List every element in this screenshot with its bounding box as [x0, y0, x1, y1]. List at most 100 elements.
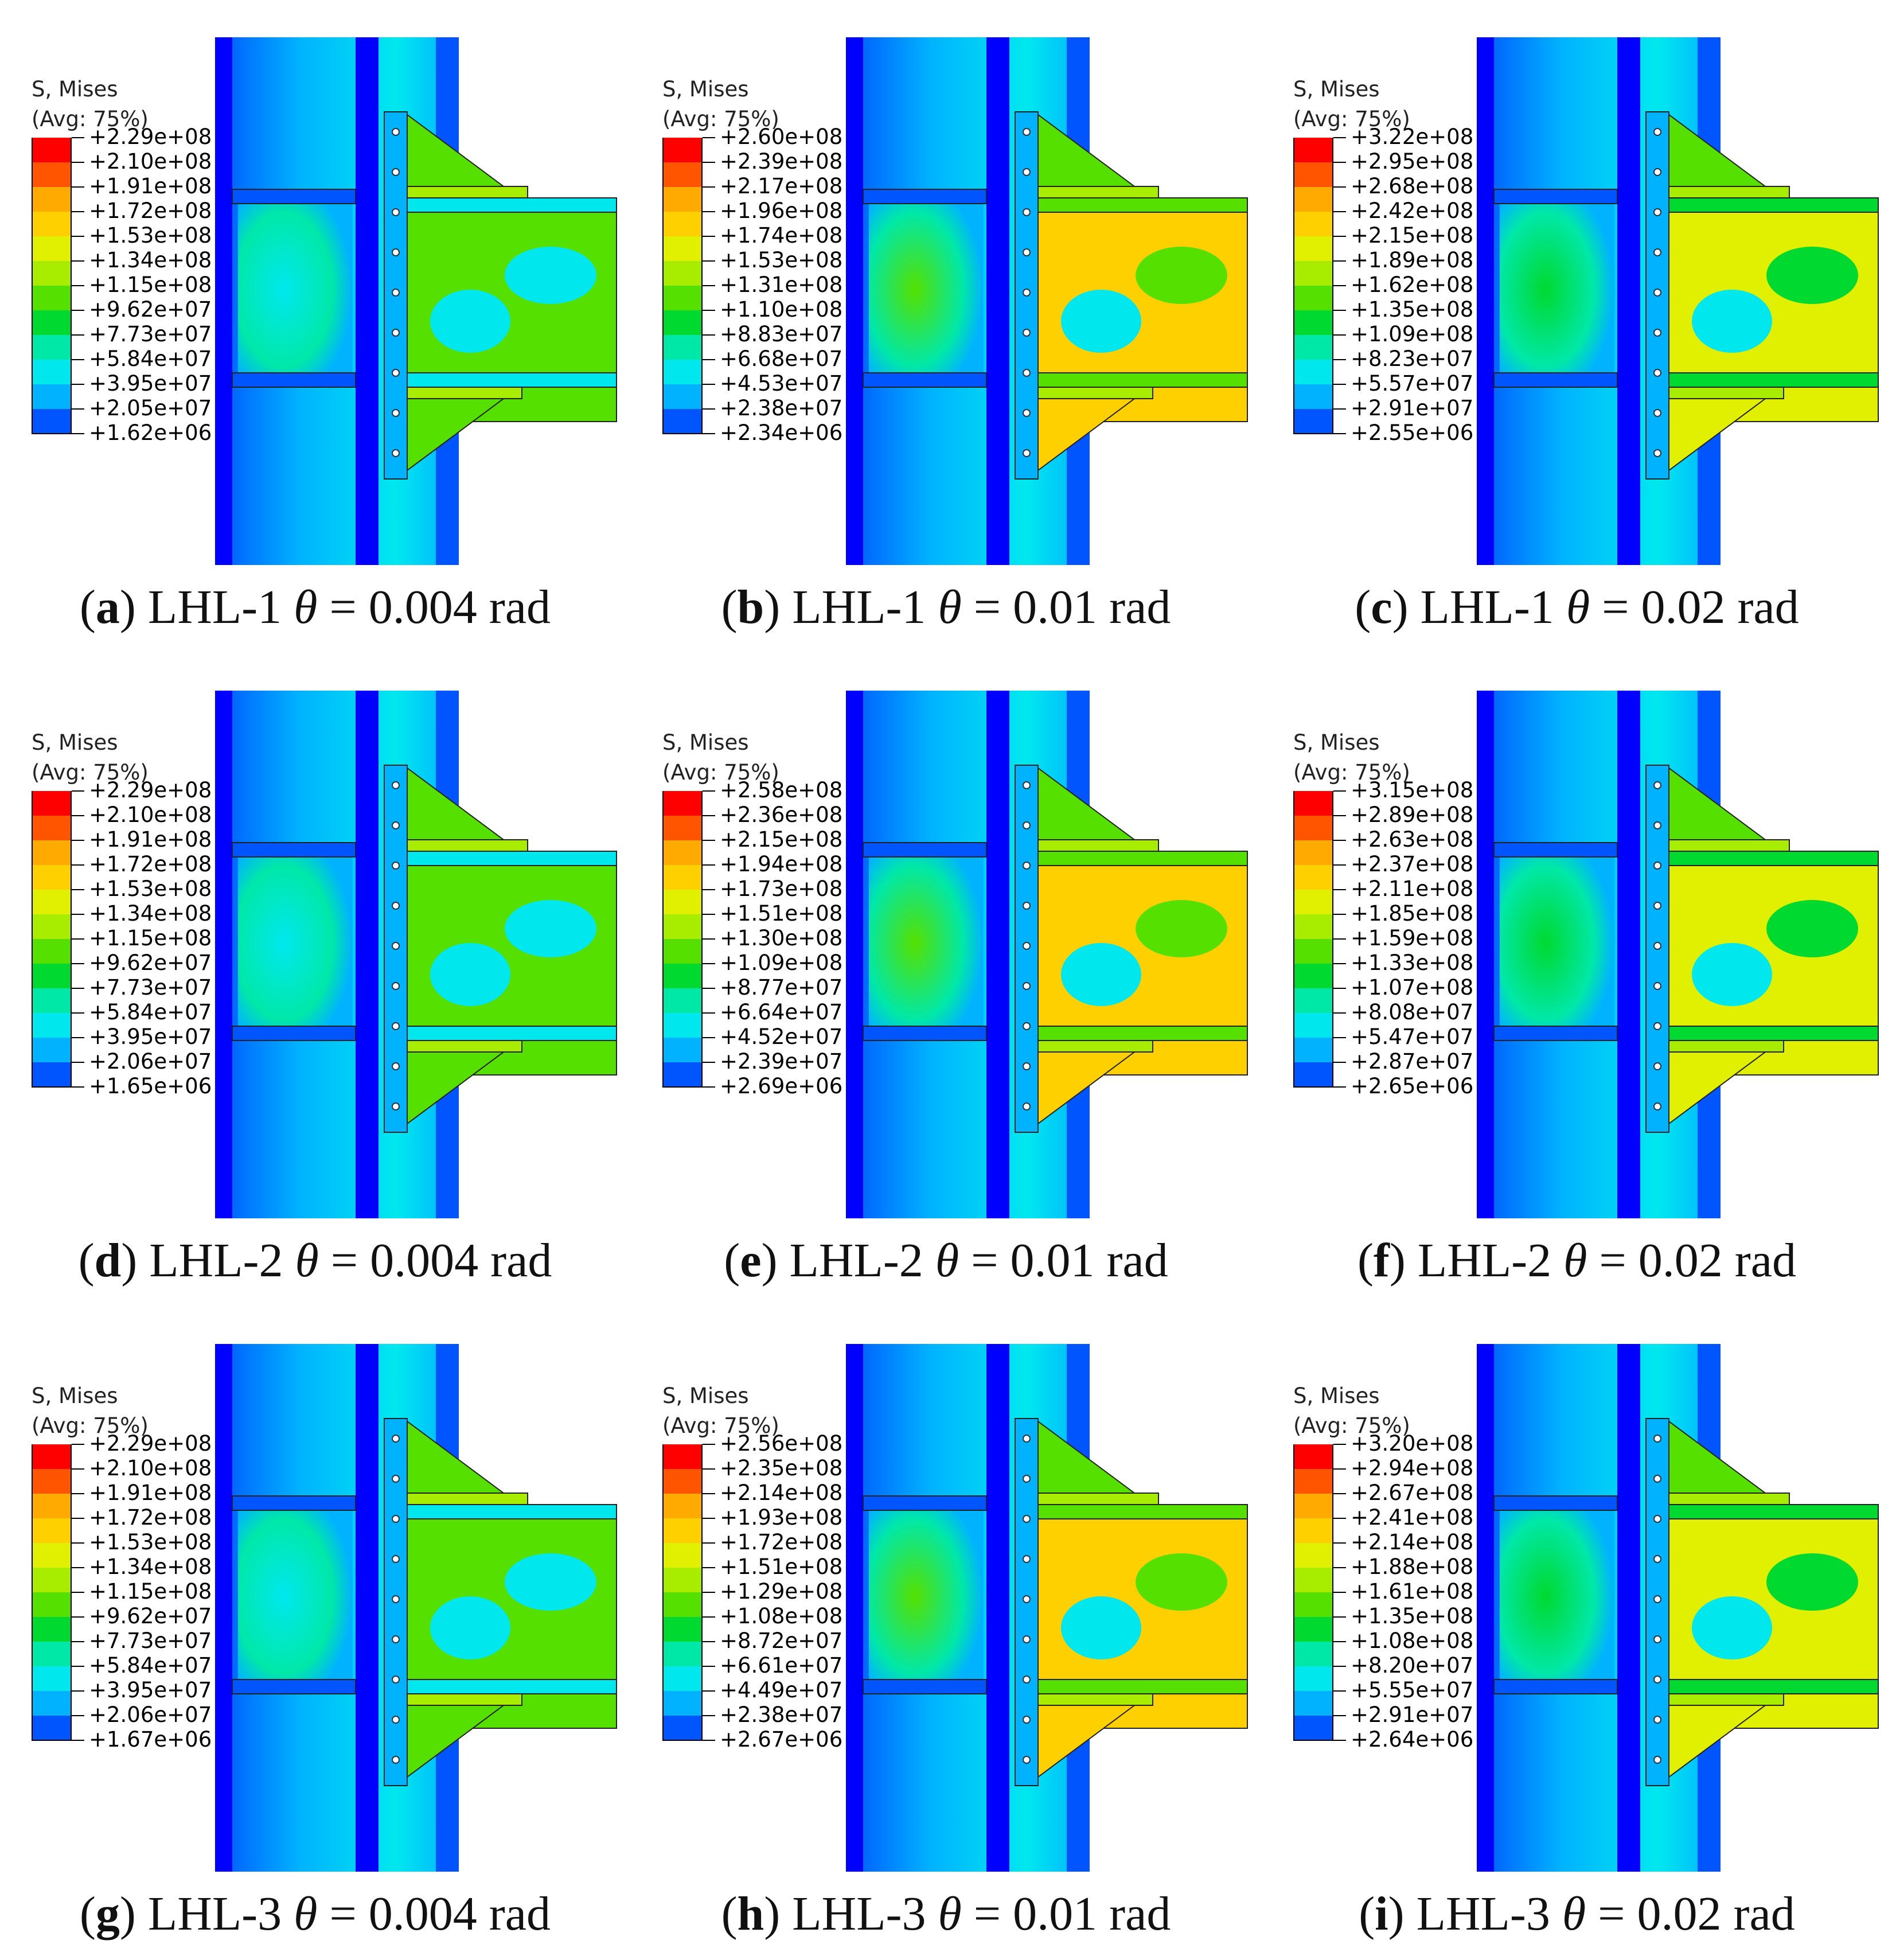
legend-swatch — [662, 1592, 703, 1617]
legend-subtitle: (Avg: 75%) — [32, 760, 149, 785]
bolt — [392, 1555, 400, 1563]
legend-row: +2.29e+08 — [32, 778, 212, 816]
beam-top-flange — [395, 197, 617, 213]
legend-row: +1.72e+08 — [32, 1505, 212, 1543]
legend-row: +2.56e+08 — [662, 1431, 842, 1469]
theta-symbol: θ — [1566, 580, 1590, 634]
bolt — [392, 781, 400, 789]
legend-swatch — [662, 914, 703, 939]
bolt — [392, 128, 400, 136]
panel-label: d — [94, 1234, 122, 1287]
legend-row: +9.62e+07 — [32, 297, 212, 335]
stress-legend: S, Mises (Avg: 75%) +2.29e+08 +2.10e+08 +1… — [32, 728, 212, 1098]
bolt — [1653, 329, 1661, 337]
stiffener-bottom — [232, 1026, 356, 1041]
haunch-top-plate — [1037, 1493, 1159, 1505]
legend-row: +8.77e+07 — [662, 975, 842, 1013]
legend-value: +1.88e+08 — [1351, 1554, 1474, 1579]
legend-tick — [72, 988, 84, 989]
legend-tick — [72, 310, 84, 311]
beam-mid-stress-zone — [1766, 900, 1858, 957]
legend-swatch — [662, 212, 703, 236]
legend-swatch — [32, 236, 72, 261]
legend-swatch — [32, 914, 72, 939]
legend-value: +3.95e+07 — [89, 1024, 212, 1049]
legend-tick — [72, 1468, 84, 1470]
bolt — [1023, 942, 1031, 950]
column-flange-right — [356, 691, 379, 1218]
legend-swatch — [32, 138, 72, 162]
legend-value: +2.15e+08 — [1351, 223, 1474, 248]
bolt — [392, 982, 400, 990]
legend-scale: +2.29e+08 +2.10e+08 +1.91e+08 +1.72e+08 +1.5… — [32, 778, 212, 1098]
legend-value: +5.47e+07 — [1351, 1024, 1474, 1049]
legend-row: +1.93e+08 — [662, 1505, 842, 1543]
legend-value: +1.53e+08 — [89, 1530, 212, 1554]
beam-bottom-flange — [1026, 372, 1248, 388]
legend-value: +1.35e+08 — [1351, 297, 1474, 322]
legend-value: +2.06e+07 — [89, 1702, 212, 1727]
legend-value: +2.06e+07 — [89, 1049, 212, 1074]
legend-bottom-line — [662, 433, 703, 434]
legend-tick — [703, 840, 715, 841]
legend-scale: +2.58e+08 +2.36e+08 +2.15e+08 +1.94e+08 +1.7… — [662, 778, 842, 1098]
legend-bottom-line — [32, 433, 72, 434]
legend-tick — [1333, 1444, 1346, 1445]
column-flange-left — [1477, 37, 1494, 565]
legend-swatch — [32, 816, 72, 840]
stiffener-top — [863, 842, 987, 858]
bolt — [1653, 1555, 1661, 1563]
legend-value: +1.62e+06 — [89, 420, 212, 445]
panel-d: S, Mises (Avg: 75%) +2.29e+08 +2.10e+08 +1… — [0, 653, 630, 1307]
legend-value: +1.85e+08 — [1351, 901, 1474, 926]
legend-swatch — [32, 890, 72, 914]
legend-value: +2.15e+08 — [720, 827, 843, 852]
theta-symbol: θ — [1563, 1234, 1587, 1287]
panel-c: S, Mises (Avg: 75%) +3.22e+08 +2.95e+08 +2… — [1262, 0, 1892, 653]
legend-tick — [703, 1086, 715, 1088]
beam-low-stress-zone — [430, 290, 510, 353]
bolt — [1653, 208, 1661, 216]
fe-contour-plot — [215, 691, 617, 1218]
haunch-top — [1037, 114, 1152, 198]
legend-tick — [72, 815, 84, 816]
legend-swatch — [662, 890, 703, 914]
legend-tick — [703, 1690, 715, 1692]
legend-tick — [72, 889, 84, 890]
bolt — [1023, 862, 1031, 870]
legend-value: +1.93e+08 — [720, 1505, 843, 1530]
legend-row: +2.14e+08 — [662, 1480, 842, 1518]
legend-tick — [1333, 1037, 1346, 1038]
bolt — [1023, 982, 1031, 990]
legend-scale: +2.29e+08 +2.10e+08 +1.91e+08 +1.72e+08 +1.5… — [32, 124, 212, 445]
legend-row: +8.83e+07 — [662, 322, 842, 360]
legend-value: +5.84e+07 — [89, 346, 212, 371]
legend-tick — [72, 334, 84, 336]
beam-bottom-flange — [1657, 1026, 1879, 1041]
legend-tick — [72, 1666, 84, 1667]
specimen-name: LHL-1 — [792, 580, 926, 634]
legend-tick — [1333, 914, 1346, 915]
haunch-top-plate — [1037, 839, 1159, 852]
stiffener-bottom — [863, 372, 987, 388]
legend-swatch — [1293, 1038, 1333, 1062]
legend-tick — [1333, 236, 1346, 237]
legend-row: +6.61e+07 — [662, 1653, 842, 1691]
column-flange-right — [986, 1344, 1009, 1872]
stress-legend: S, Mises (Avg: 75%) +2.60e+08 +2.39e+08 +2… — [662, 75, 842, 445]
legend-tick — [72, 162, 84, 163]
rotation-value: = 0.01 rad — [973, 1887, 1171, 1940]
legend-swatch — [662, 1469, 703, 1494]
stiffener-top — [1493, 1495, 1618, 1511]
bolt — [1023, 1022, 1031, 1030]
column-flange-right — [986, 691, 1009, 1218]
legend-value: +1.51e+08 — [720, 901, 843, 926]
legend-value: +2.63e+08 — [1351, 827, 1474, 852]
legend-swatch — [662, 1494, 703, 1518]
beam-top-flange — [1026, 197, 1248, 213]
legend-swatch — [32, 286, 72, 310]
legend-tick — [703, 1444, 715, 1445]
legend-tick — [1333, 1086, 1346, 1088]
beam-low-stress-zone — [1061, 943, 1141, 1006]
panel-e: S, Mises (Avg: 75%) +2.58e+08 +2.36e+08 +2… — [631, 653, 1261, 1307]
